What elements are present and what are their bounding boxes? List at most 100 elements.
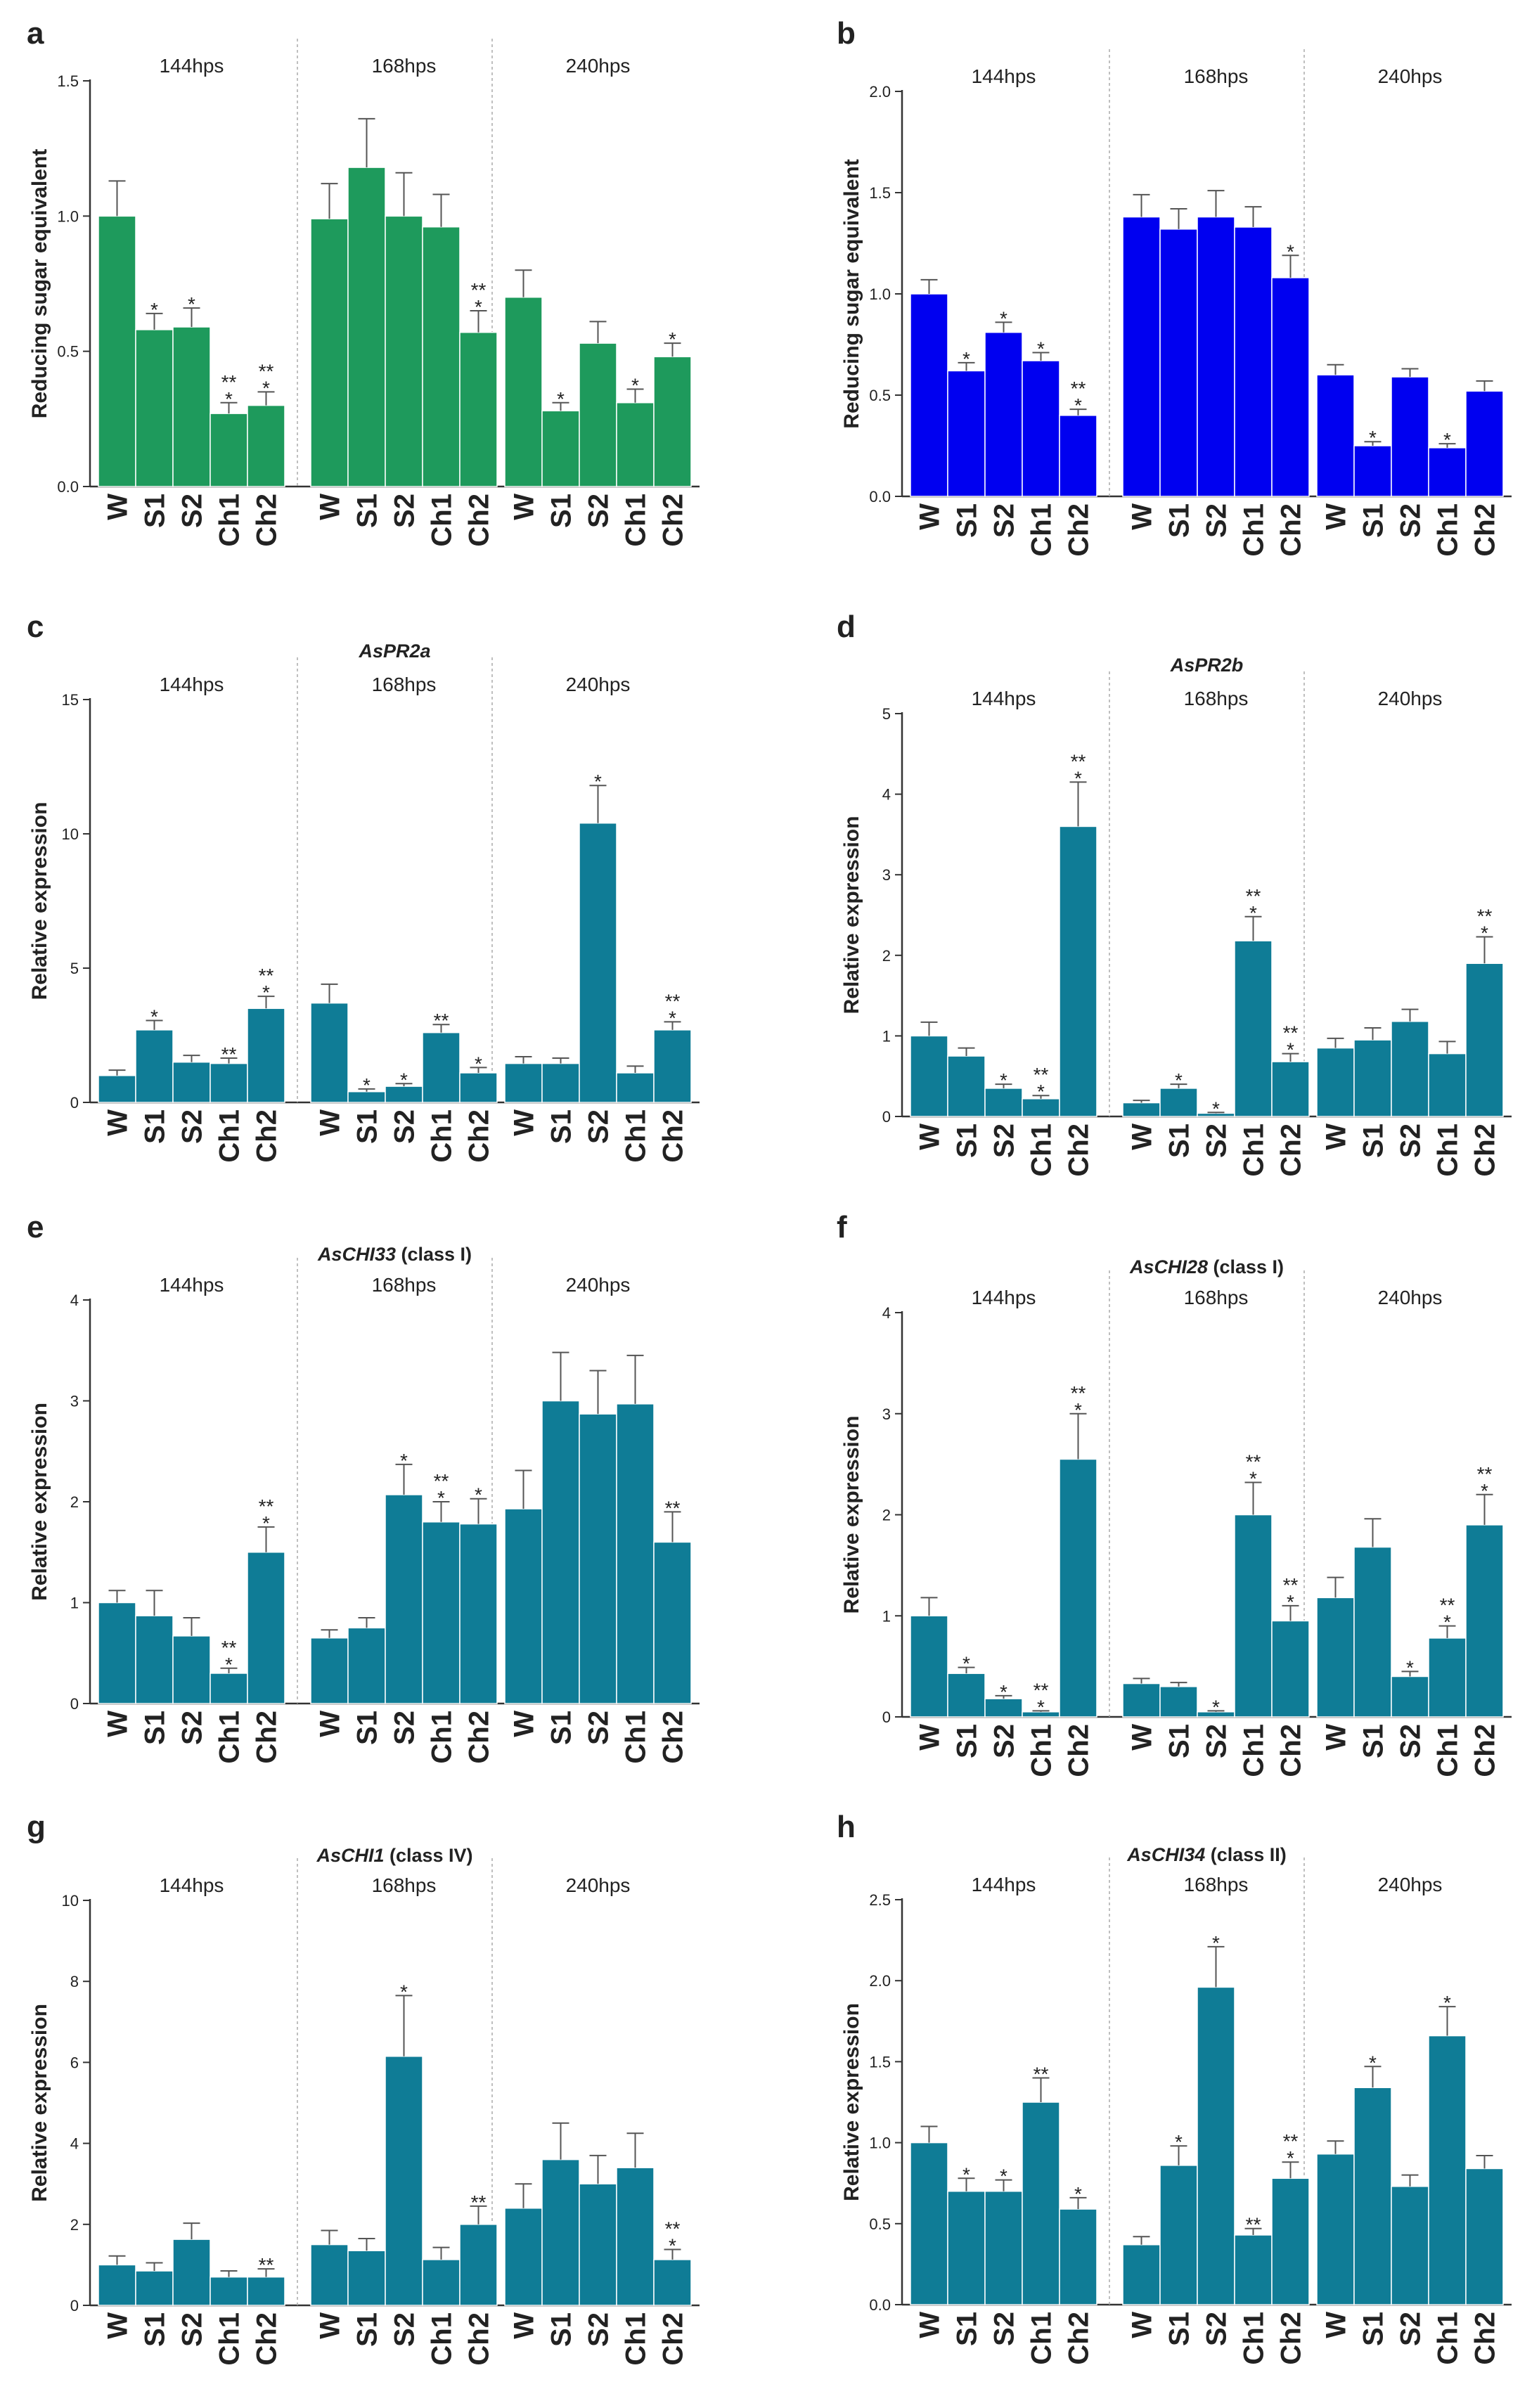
- bar: [504, 1062, 543, 1103]
- y-tick-label: 4: [882, 786, 891, 804]
- bar: [422, 226, 461, 487]
- gene-name: AsCHI33: [317, 1244, 396, 1265]
- bar: [1159, 1686, 1198, 1718]
- panel-title: AsCHI33 (class I): [317, 1244, 472, 1265]
- y-tick-label: 0: [882, 1708, 891, 1726]
- significance-mark: *: [1287, 240, 1294, 262]
- bar: [1022, 1098, 1060, 1117]
- bar: [616, 2167, 655, 2306]
- category-label: W: [1127, 503, 1158, 530]
- category-label: S1: [140, 494, 171, 528]
- bar: [310, 2243, 349, 2306]
- significance-mark: *: [437, 1487, 445, 1509]
- significance-mark: *: [1481, 922, 1488, 944]
- y-tick-label: 1: [882, 1027, 891, 1045]
- category-label: Ch1: [427, 494, 458, 547]
- category-label: S2: [989, 1123, 1020, 1158]
- significance-mark: *: [1175, 2131, 1183, 2153]
- significance-mark: **: [471, 279, 487, 301]
- significance-mark: *: [400, 1981, 408, 2002]
- y-tick-label: 10: [62, 825, 79, 843]
- bar: [347, 167, 386, 487]
- bar: [1197, 1986, 1235, 2305]
- bar: [247, 2276, 285, 2306]
- panel-title: AsPR2a: [358, 640, 430, 662]
- y-tick-label: 1.5: [869, 184, 891, 202]
- significance-mark: *: [1369, 427, 1377, 449]
- category-label: Ch2: [1470, 2312, 1501, 2365]
- gene-class: (class IV): [384, 1845, 472, 1866]
- category-label: Ch1: [1239, 1724, 1270, 1777]
- significance-mark: **: [665, 2218, 681, 2240]
- gene-name: AsPR2b: [1170, 655, 1244, 676]
- timepoint-label: 168hps: [372, 1874, 437, 1896]
- y-tick-label: 0.0: [869, 2296, 891, 2314]
- bar: [1159, 228, 1198, 497]
- category-label: Ch2: [464, 2312, 495, 2366]
- category-label: W: [509, 2312, 540, 2339]
- bar: [1391, 1675, 1429, 1718]
- bar: [910, 1035, 948, 1117]
- significance-mark: *: [1443, 1992, 1451, 2014]
- gene-name: AsCHI28: [1129, 1256, 1208, 1277]
- category-label: Ch2: [464, 1109, 495, 1163]
- bar: [1234, 940, 1273, 1117]
- panel-letter: a: [27, 16, 44, 51]
- timepoint-label: 144hps: [972, 1287, 1036, 1308]
- category-label: S1: [1164, 2312, 1195, 2346]
- category-label: Ch2: [658, 1711, 689, 1764]
- category-label: Ch1: [1026, 2312, 1057, 2365]
- bar: [1391, 376, 1429, 497]
- y-tick-label: 3: [882, 1405, 891, 1423]
- bar: [616, 402, 655, 487]
- category-label: S1: [546, 1109, 577, 1144]
- significance-mark: *: [150, 1005, 158, 1027]
- y-tick-label: 1: [882, 1607, 891, 1625]
- y-tick-label: 0: [70, 2297, 79, 2314]
- category-label: Ch2: [1276, 503, 1307, 557]
- significance-mark: *: [400, 1450, 408, 1472]
- category-label: S1: [1358, 1123, 1389, 1158]
- bar: [504, 1508, 543, 1704]
- y-tick-label: 2: [70, 1493, 79, 1511]
- bar: [1159, 2165, 1198, 2305]
- bar: [1465, 1524, 1504, 1718]
- bar: [422, 1521, 461, 1704]
- bar: [98, 1602, 136, 1704]
- category-label: Ch1: [621, 1109, 652, 1163]
- category-label: Ch1: [427, 1109, 458, 1163]
- timepoint-label: 240hps: [1378, 65, 1443, 87]
- significance-mark: *: [1037, 1081, 1045, 1102]
- significance-mark: *: [262, 377, 270, 399]
- bar: [1465, 962, 1504, 1117]
- category-label: S1: [140, 1109, 171, 1144]
- category-label: W: [1127, 2312, 1158, 2338]
- bar: [1059, 825, 1097, 1117]
- category-label: S2: [389, 494, 420, 528]
- bar: [984, 2190, 1023, 2305]
- bar: [653, 2259, 692, 2306]
- y-tick-label: 5: [882, 705, 891, 723]
- timepoint-label: 168hps: [1184, 65, 1249, 87]
- significance-mark: *: [669, 328, 676, 350]
- y-axis-label: Relative expression: [840, 816, 863, 1015]
- significance-mark: *: [1074, 2183, 1082, 2205]
- bar: [1122, 1682, 1161, 1718]
- bar: [1197, 216, 1235, 497]
- y-axis-label: Reducing sugar equivalent: [840, 159, 863, 428]
- category-label: W: [1321, 2312, 1352, 2338]
- significance-mark: *: [1175, 1069, 1183, 1091]
- category-label: W: [315, 1711, 346, 1737]
- category-label: Ch1: [427, 2312, 458, 2366]
- bar: [947, 2190, 986, 2305]
- significance-mark: *: [1212, 1097, 1220, 1119]
- significance-mark: *: [1000, 1681, 1007, 1703]
- significance-mark: *: [1249, 902, 1257, 924]
- significance-mark: *: [475, 1484, 482, 1506]
- bar: [1391, 2186, 1429, 2305]
- bar: [347, 2250, 386, 2306]
- bar: [1122, 216, 1161, 497]
- bar: [616, 1403, 655, 1704]
- panel-title: AsCHI28 (class I): [1129, 1256, 1284, 1277]
- category-label: S1: [546, 494, 577, 528]
